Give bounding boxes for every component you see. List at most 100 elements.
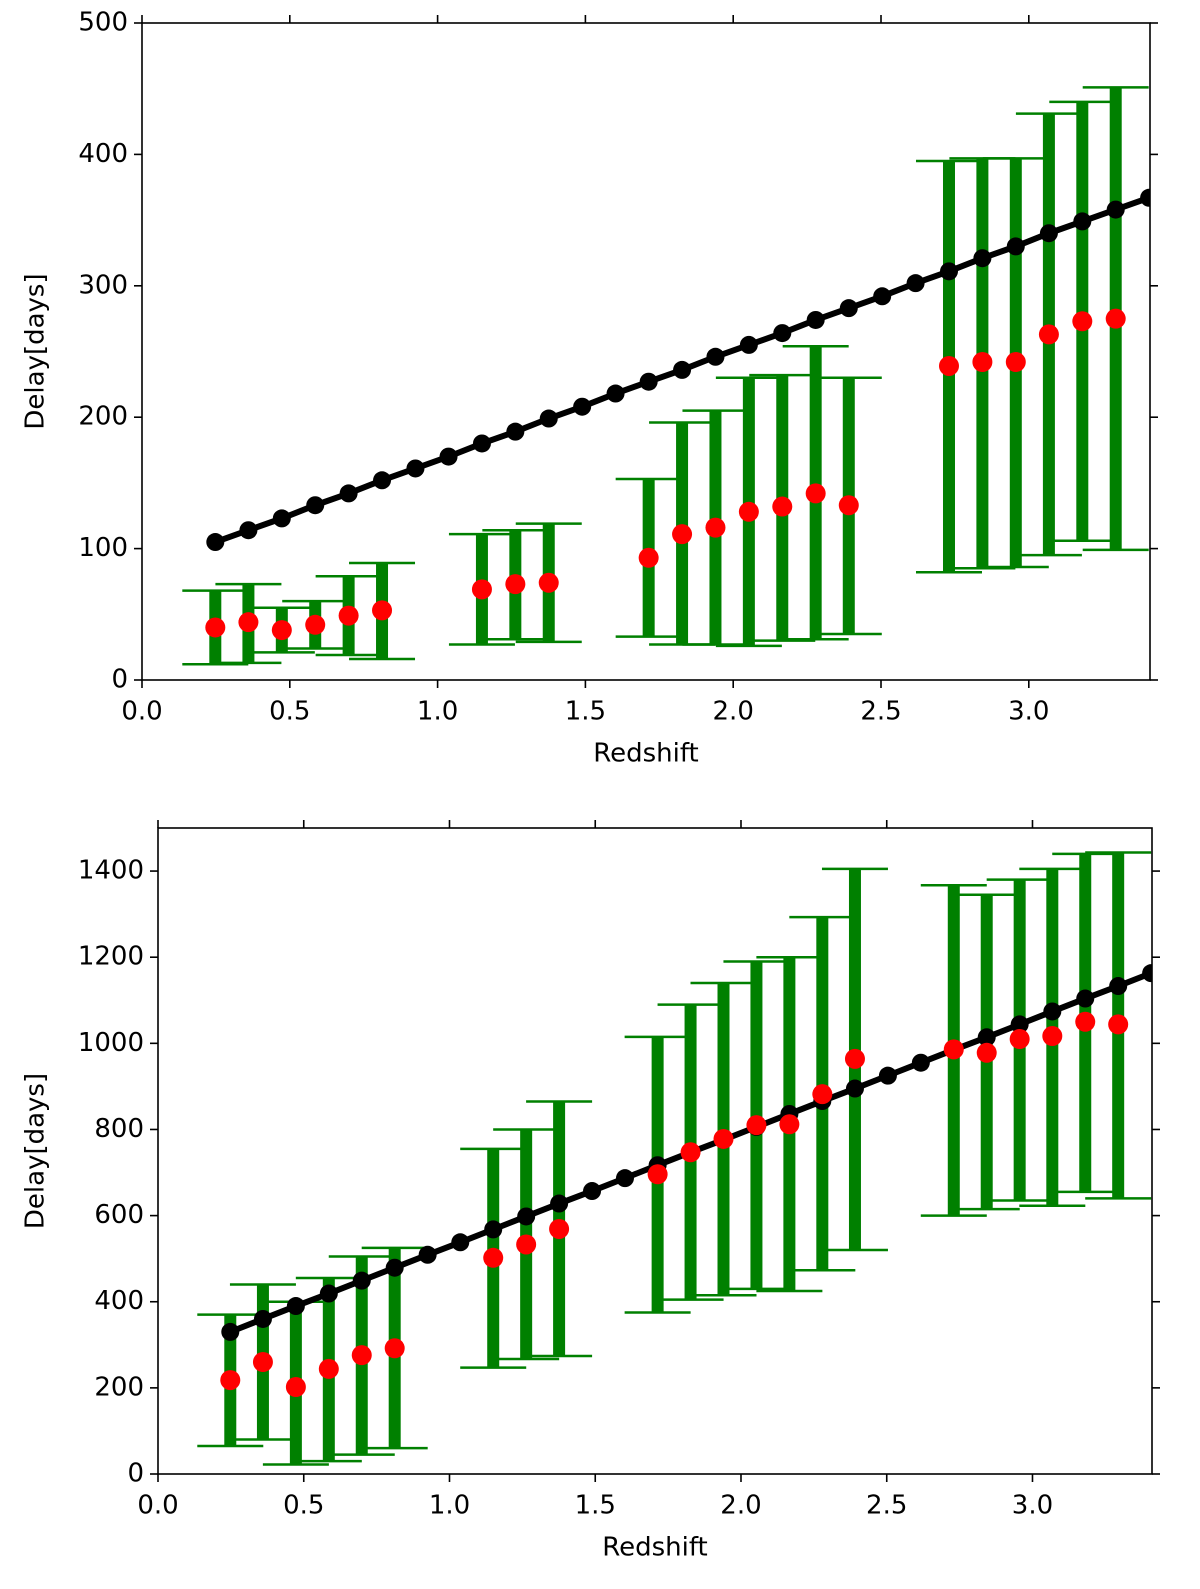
data-point <box>505 574 526 595</box>
model-point <box>451 1233 470 1252</box>
y-axis-label: Delay[days] <box>21 1073 51 1229</box>
data-point <box>1072 311 1093 332</box>
x-axis-label: Redshift <box>602 1533 708 1563</box>
subplot: 0.0 0.5 1.0 1.5 2.0 2.5 3.0 0 100 200 300 400 500 Red… <box>21 8 1158 769</box>
model-point <box>385 1258 404 1277</box>
data-point <box>318 1358 339 1379</box>
model-point <box>439 447 458 466</box>
model-point <box>1142 964 1152 983</box>
data-point <box>972 352 993 373</box>
data-point <box>483 1247 504 1268</box>
x-tick-label: 2.0 <box>720 1491 761 1521</box>
data-point <box>538 572 559 593</box>
x-tick-label: 0.5 <box>269 697 310 727</box>
x-tick-label: 2.5 <box>866 1491 907 1521</box>
x-axis-label: Redshift <box>593 739 699 769</box>
model-point <box>977 1028 996 1047</box>
y-tick-label: 200 <box>78 402 128 432</box>
model-point <box>1006 237 1025 256</box>
data-point <box>305 614 326 635</box>
model-point <box>911 1053 930 1072</box>
model-point <box>539 409 558 428</box>
data-point <box>549 1218 570 1239</box>
data-point <box>680 1142 701 1163</box>
plot-area <box>197 851 1152 1466</box>
model-point <box>906 274 925 293</box>
x-tick-label: 0.0 <box>121 697 162 727</box>
model-point <box>773 324 792 343</box>
model-point <box>484 1220 503 1239</box>
model-point <box>973 249 992 268</box>
model-point <box>319 1284 338 1303</box>
model-point <box>517 1207 536 1226</box>
data-point <box>647 1164 668 1185</box>
model-point <box>550 1194 569 1213</box>
data-point <box>285 1377 306 1398</box>
model-point <box>406 459 425 478</box>
data-point <box>220 1370 241 1391</box>
data-point <box>672 524 693 545</box>
model-point <box>673 360 692 379</box>
model-point <box>1043 1002 1062 1021</box>
y-tick-label: 500 <box>78 8 128 38</box>
model-point <box>739 335 758 354</box>
model-point <box>373 471 392 490</box>
axes-frame <box>157 827 1153 1475</box>
data-point <box>976 1042 997 1063</box>
data-point <box>1005 352 1026 373</box>
x-tick-label: 1.0 <box>417 697 458 727</box>
model-point <box>806 310 825 329</box>
model-point <box>878 1066 897 1085</box>
model-point <box>239 521 258 540</box>
model-point <box>1039 224 1058 243</box>
model-point <box>1076 989 1095 1008</box>
data-point <box>252 1352 273 1373</box>
y-tick-label: 200 <box>94 1372 144 1402</box>
subplot: 0.0 0.5 1.0 1.5 2.0 2.5 3.0 0 200 400 600 800 1000 12… <box>21 820 1160 1563</box>
model-point <box>339 484 358 503</box>
y-tick-label: 0 <box>111 665 128 695</box>
data-point <box>805 483 826 504</box>
model-point <box>615 1169 634 1188</box>
axes-frame <box>141 22 1151 681</box>
y-axis-label: Delay[days] <box>21 273 51 429</box>
model-point <box>418 1245 437 1264</box>
model-point <box>221 1322 240 1341</box>
data-point <box>271 620 292 641</box>
model-point <box>939 262 958 281</box>
data-point <box>838 495 859 516</box>
data-point <box>772 496 793 517</box>
data-point <box>705 517 726 538</box>
model-point <box>206 533 225 552</box>
model-point <box>573 397 592 416</box>
data-point <box>938 355 959 376</box>
model-point <box>845 1079 864 1098</box>
y-tick-label: 600 <box>94 1200 144 1230</box>
data-point <box>1108 1014 1129 1035</box>
data-point <box>943 1039 964 1060</box>
data-point <box>746 1115 767 1136</box>
y-tick-label: 300 <box>78 270 128 300</box>
model-point <box>506 422 525 441</box>
data-point <box>1038 324 1059 345</box>
data-point <box>1042 1026 1063 1047</box>
data-point <box>779 1114 800 1135</box>
data-point <box>351 1345 372 1366</box>
model-point <box>583 1182 602 1201</box>
model-point <box>472 434 491 453</box>
data-point <box>1105 308 1126 329</box>
y-tick-label: 100 <box>78 533 128 563</box>
data-point <box>1009 1029 1030 1050</box>
model-point <box>352 1271 371 1290</box>
y-tick-label: 0 <box>127 1459 144 1489</box>
y-tick-label: 1400 <box>78 856 144 886</box>
model-point <box>839 299 858 318</box>
data-point <box>638 547 659 568</box>
data-point <box>1075 1011 1096 1032</box>
data-point <box>384 1338 405 1359</box>
x-tick-label: 0.0 <box>137 1491 178 1521</box>
y-tick-label: 1200 <box>78 942 144 972</box>
data-point <box>738 501 759 522</box>
y-tick-label: 1000 <box>78 1028 144 1058</box>
data-point <box>338 605 359 626</box>
